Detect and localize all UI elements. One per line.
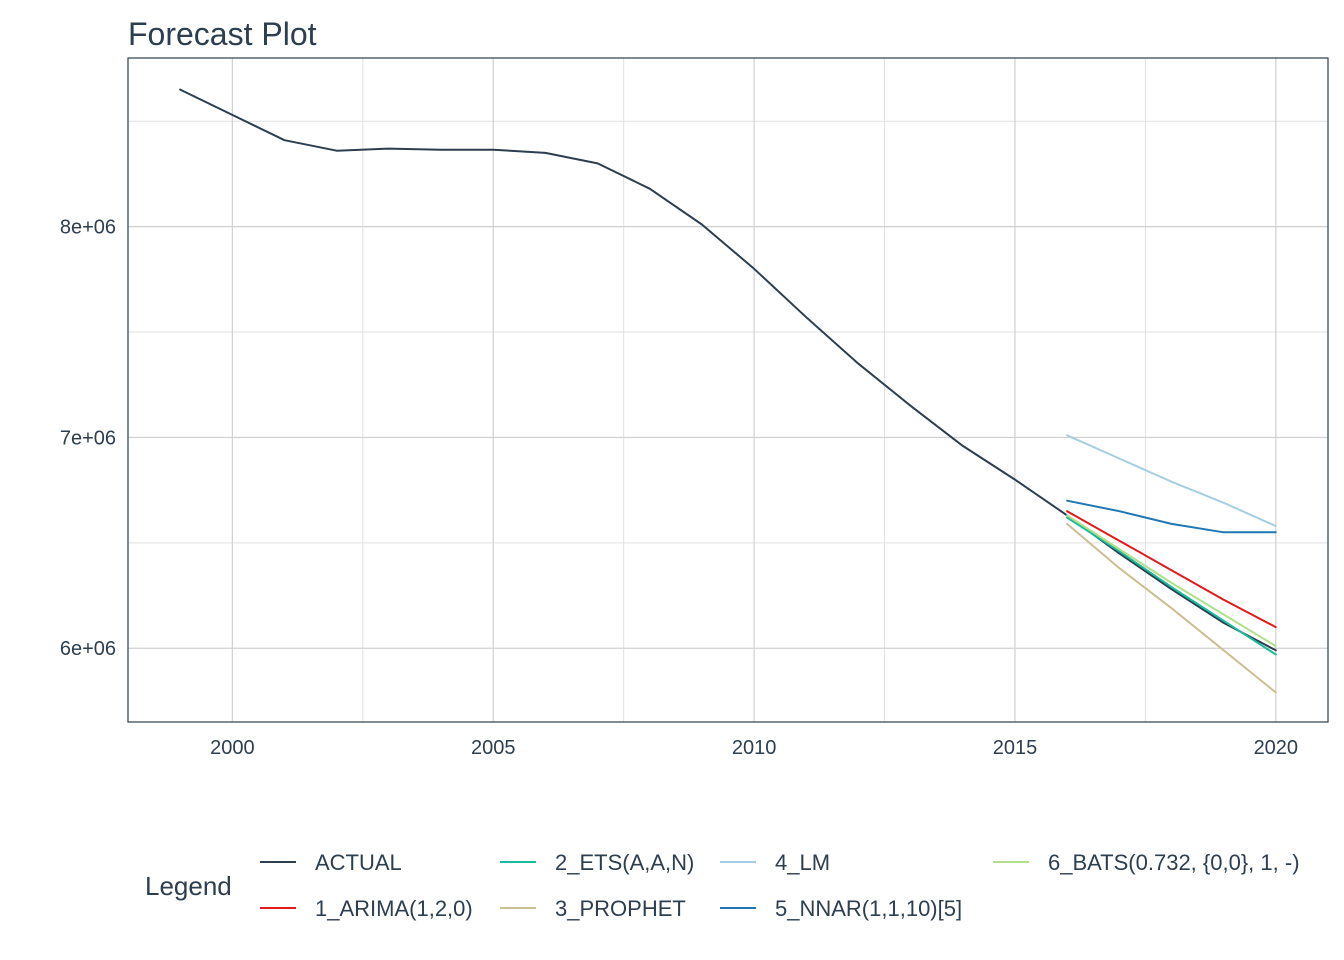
x-tick-label: 2020 bbox=[1254, 737, 1299, 759]
plot-panel-border bbox=[127, 57, 1329, 723]
series-line-2 bbox=[1066, 516, 1277, 656]
y-tick-label: 7e+06 bbox=[60, 427, 116, 449]
x-tick-label: 2015 bbox=[993, 737, 1038, 759]
series-line-3 bbox=[1066, 522, 1277, 694]
legend-label: ACTUAL bbox=[315, 850, 402, 875]
grid-layer bbox=[128, 58, 1328, 722]
x-tick-label: 2000 bbox=[210, 737, 255, 759]
legend-title: Legend bbox=[145, 871, 232, 901]
series-line-1 bbox=[1066, 510, 1277, 629]
y-tick-label: 8e+06 bbox=[60, 217, 116, 239]
legend-label: 2_ETS(A,A,N) bbox=[555, 850, 694, 875]
x-tick-label: 2005 bbox=[471, 737, 516, 759]
axis-tick-labels: 2000 2005 2010 2015 2020 6e+06 7e+06 8e+06 bbox=[60, 217, 1298, 759]
legend-label: 1_ARIMA(1,2,0) bbox=[315, 896, 473, 921]
x-tick-label: 2010 bbox=[732, 737, 777, 759]
chart-title: Forecast Plot bbox=[128, 16, 317, 52]
legend-label: 4_LM bbox=[775, 850, 830, 875]
series-line-6 bbox=[1066, 514, 1277, 648]
series-line-0 bbox=[179, 88, 1277, 652]
series-layer bbox=[179, 88, 1277, 694]
legend-label: 3_PROPHET bbox=[555, 896, 686, 921]
y-tick-label: 6e+06 bbox=[60, 638, 116, 660]
legend-label: 6_BATS(0.732, {0,0}, 1, -) bbox=[1048, 850, 1300, 875]
legend: Legend ACTUAL 1_ARIMA(1,2,0) 2_ETS(A,A,N) 3… bbox=[145, 850, 1300, 921]
series-line-5 bbox=[1066, 499, 1277, 534]
series-line-4 bbox=[1066, 434, 1277, 527]
legend-label: 5_NNAR(1,1,10)[5] bbox=[775, 896, 962, 921]
